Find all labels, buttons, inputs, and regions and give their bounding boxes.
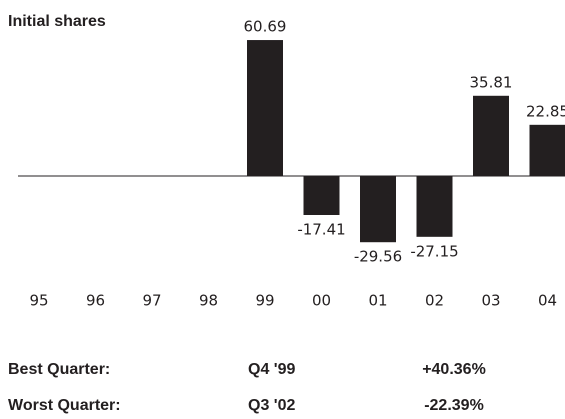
bar xyxy=(529,124,565,176)
x-tick-label: 96 xyxy=(86,292,105,310)
x-tick-label: 97 xyxy=(142,292,161,310)
data-label: 60.69 xyxy=(244,18,287,36)
x-tick-label: 03 xyxy=(481,292,500,310)
stat-text: Q4 '99 xyxy=(248,361,295,378)
stat-text: Q3 '02 xyxy=(248,397,295,414)
data-label: 35.81 xyxy=(470,73,513,91)
bar xyxy=(303,176,340,215)
bar xyxy=(473,95,509,176)
data-label: -17.41 xyxy=(297,220,345,238)
x-tick-label: 01 xyxy=(368,292,387,310)
chart-title: Initial shares xyxy=(8,13,106,30)
bar xyxy=(360,176,396,243)
data-label: -29.56 xyxy=(354,248,402,266)
stat-text: +40.36% xyxy=(422,361,486,378)
x-tick-label: 02 xyxy=(425,292,444,310)
x-tick-label: 95 xyxy=(29,292,48,310)
x-tick-label: 98 xyxy=(199,292,218,310)
data-label: 22.85 xyxy=(526,102,565,120)
bar xyxy=(416,176,453,237)
stat-text: Worst Quarter: xyxy=(8,397,121,414)
x-tick-label: 04 xyxy=(538,292,557,310)
stat-text: -22.39% xyxy=(424,397,484,414)
x-tick-label: 99 xyxy=(255,292,274,310)
stat-text: Best Quarter: xyxy=(8,361,110,378)
bar xyxy=(247,40,283,177)
x-tick-label: 00 xyxy=(312,292,331,310)
data-label: -27.15 xyxy=(410,242,458,260)
